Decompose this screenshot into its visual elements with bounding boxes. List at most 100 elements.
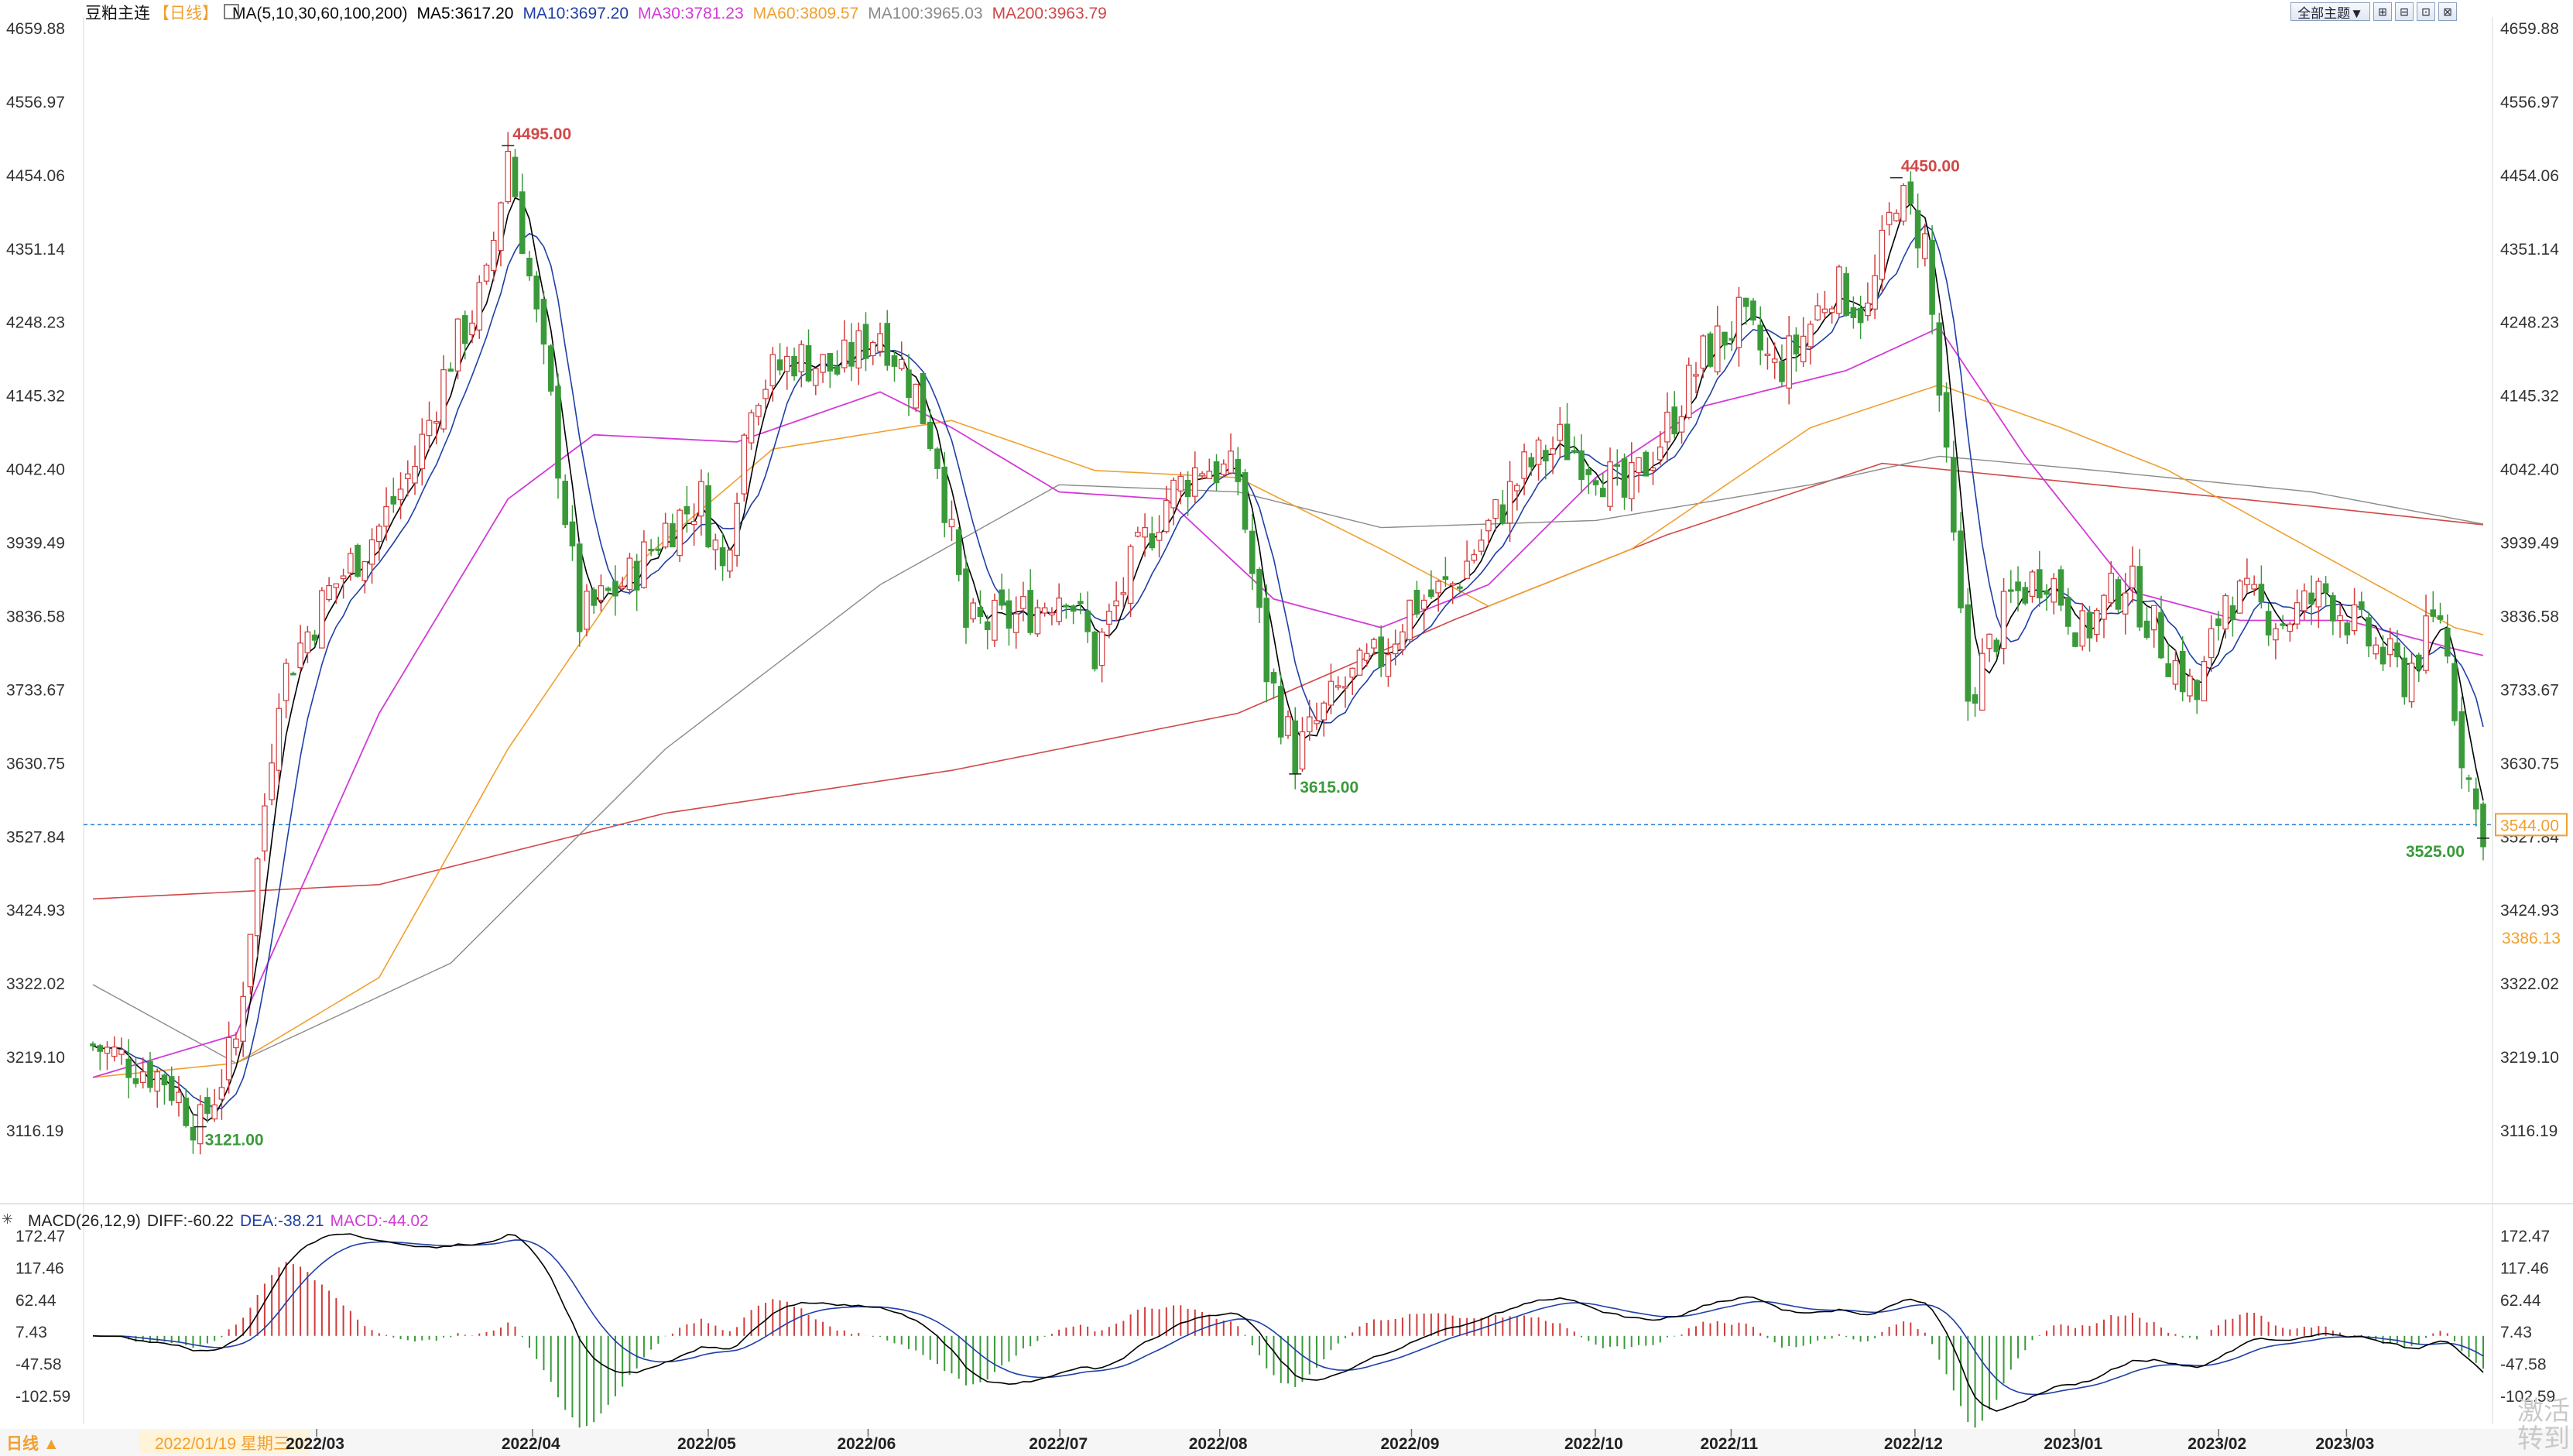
candle-body (1063, 605, 1070, 608)
candle-body (2051, 577, 2057, 603)
candle-body (1521, 451, 1527, 479)
candle-body (311, 634, 318, 641)
candle-body (1528, 457, 1535, 468)
layout-close-icon[interactable]: ⊠ (2438, 2, 2457, 21)
candle-body (1979, 653, 1985, 711)
candle-body (1750, 300, 1756, 321)
candle-body (670, 522, 676, 548)
candle-body (812, 368, 819, 386)
candle-body (906, 369, 912, 398)
candle-body (447, 368, 454, 372)
candle-body (1199, 473, 1205, 477)
candle-body (161, 1074, 168, 1086)
candle-body (1242, 472, 1249, 530)
candle-body (2044, 590, 2050, 595)
macd-tick-left: -102.59 (15, 1388, 70, 1406)
candle-body (1958, 530, 1964, 608)
candle-body (2179, 650, 2186, 693)
candle-body (1664, 411, 1670, 443)
candle-body (1049, 612, 1055, 615)
price-tick-right: 4454.06 (2500, 167, 2559, 185)
month-label: 2022/10 (1564, 1435, 1623, 1453)
candle-body (2115, 579, 2122, 610)
layout-split-icon[interactable]: ⊟ (2395, 2, 2414, 21)
ma30-line (92, 327, 2484, 1078)
candle-body (326, 585, 332, 601)
candle-body (641, 541, 647, 588)
price-tick-left: 3424.93 (6, 902, 65, 920)
candle-body (2244, 577, 2250, 585)
diff-line (92, 1233, 2484, 1412)
candle-body (1020, 596, 1026, 609)
theme-dropdown[interactable]: 全部主题▼ (2290, 2, 2370, 21)
macd-dea: DEA:-38.21 (240, 1212, 324, 1230)
candle-body (333, 583, 340, 588)
layout-single-icon[interactable]: ⊡ (2417, 2, 2435, 21)
candle-body (419, 433, 426, 470)
candle-body (977, 607, 984, 618)
candle-body (727, 550, 733, 572)
month-label: 2022/04 (502, 1435, 560, 1453)
candle-body (1213, 461, 1220, 484)
candle-body (319, 590, 325, 649)
candle-body (569, 521, 576, 546)
candle-body (1714, 325, 1721, 372)
candle-body (1120, 592, 1127, 595)
candle-body (1170, 479, 1177, 509)
candle-body (262, 805, 268, 851)
month-label: 2022/09 (1380, 1435, 1439, 1453)
candle-body (1363, 653, 1370, 661)
candle-body (698, 481, 704, 517)
candle-body (999, 589, 1005, 606)
candle-body (1342, 686, 1348, 689)
candle-body (1206, 471, 1213, 479)
candle-body (376, 526, 382, 543)
candle-body (2465, 777, 2472, 780)
candle-body (1836, 266, 1842, 314)
candle-body (240, 995, 246, 1042)
candle-body (2072, 632, 2078, 647)
candle-body (884, 323, 891, 366)
candle-body (1378, 636, 1384, 667)
candle-body (104, 1047, 111, 1054)
layout-grid-icon[interactable]: ⊞ (2373, 2, 2392, 21)
extreme-label: 3121.00 (205, 1132, 264, 1149)
candle-body (2458, 711, 2465, 769)
candle-body (1413, 590, 1420, 615)
candle-body (1907, 181, 1914, 204)
candle-body (1879, 229, 1886, 280)
candle-body (512, 156, 519, 197)
candle-body (1406, 599, 1413, 640)
candle-body (1893, 212, 1900, 221)
candle-body (1034, 607, 1041, 635)
candle-body (2258, 584, 2265, 603)
candle-body (1220, 463, 1227, 475)
candle-body (1142, 527, 1148, 538)
candle-body (1571, 450, 1578, 454)
candle-body (2108, 572, 2115, 604)
candle-body (2315, 581, 2322, 608)
ma-value: MA60:3809.57 (753, 5, 859, 22)
candle-body (2122, 592, 2129, 615)
ma60-line (92, 384, 2484, 1078)
watermark-line: 激活 (2517, 1396, 2570, 1426)
candle-body (2022, 587, 2029, 604)
candle-body (461, 315, 468, 344)
candle-body (233, 1038, 239, 1049)
candle-body (2015, 581, 2021, 591)
candle-body (1435, 581, 1441, 594)
candle-body (1006, 600, 1012, 629)
candle-body (898, 358, 905, 369)
candle-body (2387, 638, 2393, 656)
candle-body (1506, 481, 1513, 524)
price-tick-right: 4556.97 (2500, 94, 2559, 111)
candle-body (1936, 322, 1943, 396)
candle-body (1700, 335, 1707, 369)
candle-body (1349, 667, 1356, 678)
candle-body (2308, 592, 2314, 605)
candle-body (2079, 610, 2086, 647)
candle-body (1277, 686, 1284, 738)
candle-body (1728, 337, 1735, 341)
candle-body (168, 1076, 175, 1101)
